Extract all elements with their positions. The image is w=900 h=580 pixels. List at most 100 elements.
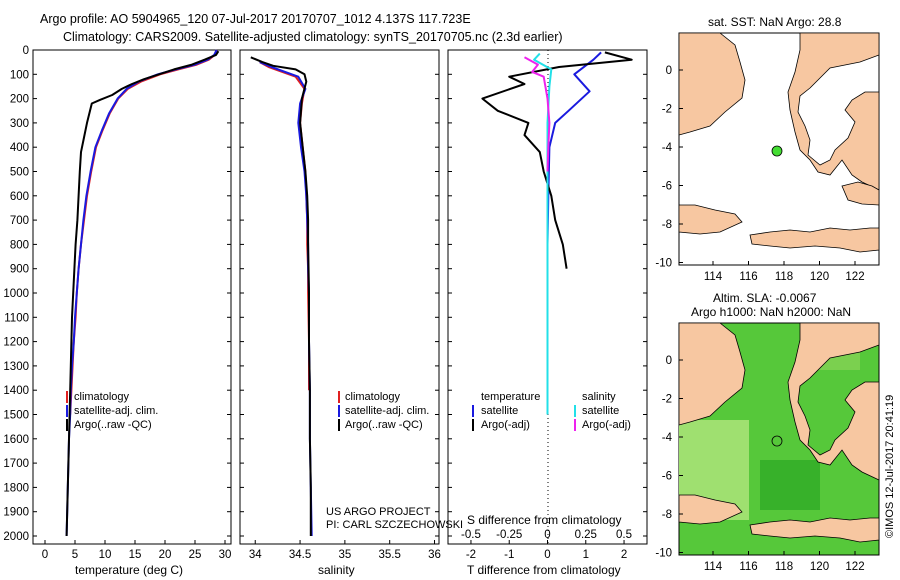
diff-legend-sal-argo: Argo(-adj) bbox=[582, 419, 631, 431]
depth-tick-label: 1500 bbox=[3, 410, 29, 422]
diff-legend-temp-satellite: satellite bbox=[481, 405, 519, 417]
depth-tick-label: 1600 bbox=[3, 434, 29, 446]
depth-tick-label: 1300 bbox=[3, 361, 29, 373]
salinity-legend-climatology: climatology bbox=[345, 391, 401, 403]
chart-title-line1: Argo profile: AO 5904965_120 07-Jul-2017… bbox=[40, 12, 471, 26]
map-y-tick-label: -10 bbox=[655, 548, 672, 560]
temp-x-tick-label: 15 bbox=[129, 549, 142, 561]
sst-map-ticks: 0 -2 -4 -6 -8 -10 114 116 118 120 122 bbox=[655, 65, 864, 283]
t-diff-tick-label: 0 bbox=[544, 549, 550, 561]
series-argo-raw-qc- bbox=[65, 50, 220, 537]
s-diff-tick-label: 0.5 bbox=[616, 529, 632, 541]
sal-x-tick-label: 35.5 bbox=[379, 549, 401, 561]
sst-map-title: sat. SST: NaN Argo: 28.8 bbox=[708, 15, 842, 29]
map-y-tick-label: -2 bbox=[662, 104, 672, 116]
map-y-tick-label: -4 bbox=[662, 432, 673, 444]
temperature-ticks: 0100200300400500600700800900100011001200… bbox=[3, 45, 231, 561]
chart-title-line2: Climatology: CARS2009. Satellite-adjuste… bbox=[63, 30, 563, 44]
map-y-tick-label: 0 bbox=[666, 65, 672, 77]
sla-map: 0 -2 -4 -6 -8 -10 114 116 118 120 122 bbox=[655, 322, 880, 573]
sal-x-tick-label: 35 bbox=[338, 549, 351, 561]
temperature-axis-label: temperature (deg C) bbox=[75, 563, 184, 577]
series-temperature-argo-adj- bbox=[481, 51, 633, 269]
map-x-tick-label: 116 bbox=[739, 271, 757, 283]
depth-tick-label: 1000 bbox=[3, 288, 29, 300]
s-diff-tick-label: -0.25 bbox=[496, 529, 522, 541]
depth-tick-label: 500 bbox=[10, 167, 29, 179]
argo-float-marker bbox=[771, 145, 783, 157]
s-diff-tick-label: 0.25 bbox=[575, 529, 597, 541]
map-y-tick-label: -2 bbox=[662, 394, 672, 406]
series-satellite-adj-clim- bbox=[65, 49, 218, 537]
depth-tick-label: 300 bbox=[10, 118, 29, 130]
temp-x-tick-label: 5 bbox=[72, 549, 78, 561]
temperature-legend-satellite: satellite-adj. clim. bbox=[74, 405, 159, 417]
diff-legend-salinity-head: salinity bbox=[582, 391, 616, 403]
t-diff-tick-label: 1 bbox=[583, 549, 589, 561]
s-diff-tick-label: -0.5 bbox=[461, 529, 481, 541]
salinity-legend-satellite: satellite-adj. clim. bbox=[345, 405, 430, 417]
series-satellite-adj-clim- bbox=[259, 61, 313, 537]
diff-legend-temp-argo: Argo(-adj) bbox=[481, 419, 530, 431]
sla-map-title-line1: Altim. SLA: -0.0067 bbox=[713, 291, 817, 305]
map-x-tick-label: 114 bbox=[704, 271, 723, 283]
sal-x-tick-label: 34 bbox=[249, 549, 262, 561]
land-lesser-sunda-b bbox=[749, 517, 880, 543]
depth-tick-label: 700 bbox=[10, 215, 29, 227]
depth-tick-label: 1100 bbox=[4, 312, 29, 324]
depth-tick-label: 1900 bbox=[3, 507, 29, 519]
series-argo-raw-qc- bbox=[250, 56, 312, 536]
difference-ticks: -2 -1 0 1 2 -0.5 -0.25 0 0.25 0.5 bbox=[448, 49, 647, 561]
diff-legend-sal-satellite: satellite bbox=[582, 405, 620, 417]
land-java-bali-b bbox=[678, 494, 743, 525]
temp-x-tick-label: 0 bbox=[42, 549, 48, 561]
temp-x-tick-label: 25 bbox=[189, 549, 202, 561]
s-diff-tick-label: 0 bbox=[544, 529, 550, 541]
temp-x-tick-label: 10 bbox=[99, 549, 112, 561]
depth-tick-label: 1700 bbox=[3, 458, 29, 470]
temp-x-tick-label: 20 bbox=[159, 549, 172, 561]
map-x-tick-label: 122 bbox=[845, 271, 864, 283]
sla-map-title-line2: Argo h1000: NaN h2000: NaN bbox=[691, 305, 852, 319]
temp-x-tick-label: 30 bbox=[219, 549, 232, 561]
map-y-tick-label: -10 bbox=[655, 258, 672, 270]
map-y-tick-label: -6 bbox=[662, 181, 672, 193]
sla-map-shade-b bbox=[760, 460, 820, 510]
depth-tick-label: 800 bbox=[10, 239, 29, 251]
pi-credit: PI: CARL SZCZECHOWSKI bbox=[326, 519, 464, 531]
diff-legend-temperature-head: temperature bbox=[481, 391, 541, 403]
difference-series bbox=[481, 51, 633, 415]
map-y-tick-label: 0 bbox=[666, 355, 672, 367]
depth-tick-label: 1400 bbox=[3, 385, 29, 397]
map-y-tick-label: -8 bbox=[662, 219, 672, 231]
land-lesser-sunda bbox=[749, 227, 880, 253]
map-y-tick-label: -4 bbox=[662, 142, 673, 154]
argo-float-marker-b bbox=[771, 435, 783, 447]
t-difference-label: T difference from climatology bbox=[467, 563, 621, 577]
salinity-panel-frame bbox=[239, 49, 440, 545]
s-difference-label: S difference from climatology bbox=[467, 513, 622, 527]
project-credit: US ARGO PROJECT bbox=[326, 506, 431, 518]
map-x-tick-label: 114 bbox=[704, 561, 723, 573]
temperature-panel-frame bbox=[32, 49, 232, 545]
land-borneo-b bbox=[678, 322, 746, 426]
map-y-tick-label: -8 bbox=[662, 509, 672, 521]
land-java-bali bbox=[678, 204, 743, 235]
salinity-legend-argo: Argo(..raw -QC) bbox=[345, 419, 423, 431]
sal-x-tick-label: 36 bbox=[428, 549, 441, 561]
sla-map-ticks: 0 -2 -4 -6 -8 -10 114 116 118 120 122 bbox=[655, 355, 864, 573]
temperature-series bbox=[65, 49, 220, 537]
series-temperature-satellite bbox=[546, 51, 602, 415]
depth-tick-label: 1800 bbox=[3, 482, 29, 494]
land-islands-east bbox=[841, 181, 880, 206]
salinity-ticks: 34 34.5 35 35.5 36 bbox=[240, 49, 441, 561]
depth-tick-label: 0 bbox=[23, 45, 29, 57]
temperature-legend-climatology: climatology bbox=[74, 391, 130, 403]
map-x-tick-label: 122 bbox=[845, 561, 864, 573]
land-borneo bbox=[678, 32, 746, 136]
map-x-tick-label: 118 bbox=[775, 271, 793, 283]
t-diff-tick-label: 2 bbox=[621, 549, 627, 561]
map-x-tick-label: 118 bbox=[775, 561, 793, 573]
salinity-axis-label: salinity bbox=[318, 563, 355, 577]
